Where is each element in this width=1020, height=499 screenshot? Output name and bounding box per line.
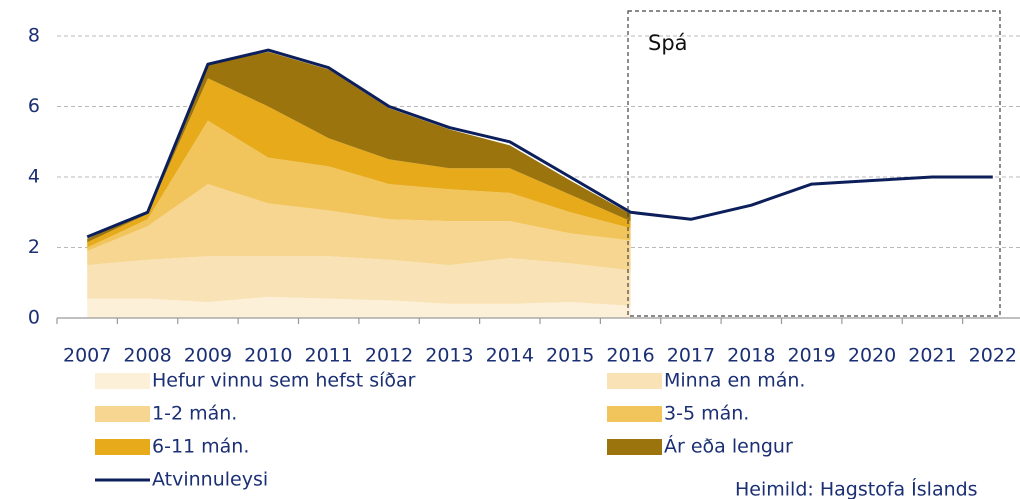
x-tick-label: 2008 xyxy=(123,345,171,367)
x-tick-label: 2017 xyxy=(667,345,715,367)
annotation: Spá xyxy=(648,31,688,55)
plot: 0 2 4 6 8 2007 2008 2009 2010 2011 2012 2013 2014 201… xyxy=(28,25,1020,491)
legend-label: Hefur vinnu sem hefst síðar xyxy=(152,370,416,392)
legend-swatch xyxy=(95,439,150,455)
y-tick-label: 8 xyxy=(28,25,40,47)
legend-label: Minna en mán. xyxy=(664,370,805,392)
legend-label: Ár eða lengur xyxy=(664,435,793,458)
legend-swatch xyxy=(607,439,662,455)
area xyxy=(87,296,631,318)
legend-label: 6-11 mán. xyxy=(152,436,249,458)
line xyxy=(86,48,993,239)
area xyxy=(87,184,631,271)
area xyxy=(87,256,631,306)
legend-label: 3-5 mán. xyxy=(664,403,749,425)
y-tick-label: 2 xyxy=(28,236,40,258)
legend-swatch xyxy=(607,406,662,422)
forecast-box xyxy=(627,10,1001,317)
x-tick-label: 2012 xyxy=(365,345,413,367)
x-tick-label: 2021 xyxy=(908,345,956,367)
area xyxy=(87,120,631,251)
legend-swatch xyxy=(95,406,150,422)
x-tick-label: 2016 xyxy=(606,345,654,367)
x-tick-label: 2009 xyxy=(184,345,232,367)
y-tick-label: 0 xyxy=(28,307,40,329)
x-tick-label: 2010 xyxy=(244,345,292,367)
x-tick-label: 2020 xyxy=(848,345,896,367)
legend-swatch xyxy=(607,373,662,389)
legend-swatch xyxy=(95,373,150,389)
x-tick-label: 2018 xyxy=(727,345,775,367)
area xyxy=(87,51,631,243)
x-tick-label: 2007 xyxy=(63,345,111,367)
x-tick-label: 2014 xyxy=(486,345,534,367)
x-tick-label: 2013 xyxy=(425,345,473,367)
y-tick-label: 4 xyxy=(28,166,40,188)
legend-label: Atvinnuleysi xyxy=(152,469,268,491)
x-tick-label: 2019 xyxy=(788,345,836,367)
area xyxy=(87,78,631,248)
y-tick-label: 6 xyxy=(28,95,40,117)
legend-label: 1-2 mán. xyxy=(152,403,237,425)
x-tick-label: 2011 xyxy=(305,345,353,367)
x-tick-label: 2022 xyxy=(969,345,1017,367)
x-tick-label: 2015 xyxy=(546,345,594,367)
source: Heimild: Hagstofa Íslands xyxy=(735,478,978,499)
